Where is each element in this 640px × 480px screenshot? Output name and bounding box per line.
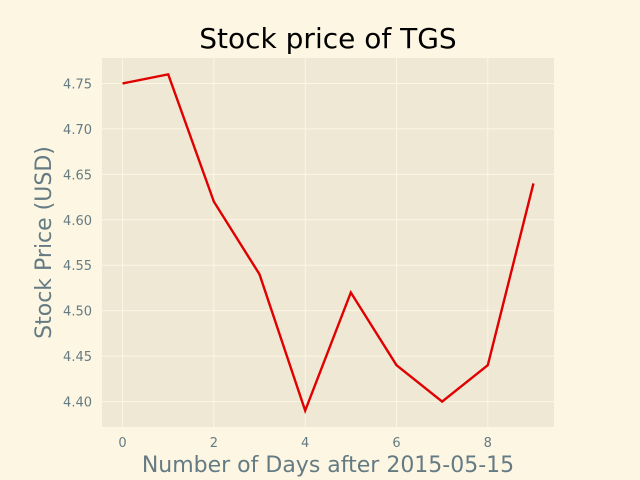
y-tick-label: 4.65 — [63, 168, 92, 183]
x-tick-label: 2 — [210, 436, 218, 451]
y-tick-label: 4.40 — [63, 396, 92, 411]
y-tick-label: 4.75 — [63, 77, 92, 92]
x-tick-label: 6 — [392, 436, 400, 451]
plot-area — [102, 58, 554, 427]
y-tick-label: 4.50 — [63, 305, 92, 320]
x-axis-label: Number of Days after 2015-05-15 — [142, 453, 514, 478]
y-tick-label: 4.70 — [63, 123, 92, 138]
grid — [102, 58, 554, 427]
chart-title: Stock price of TGS — [199, 22, 456, 55]
y-tick-label: 4.55 — [63, 259, 92, 274]
tick-labels: 0 2 4 6 8 4.40 4.45 4.50 4.55 4.60 4.65 4.70 4.75 — [63, 77, 492, 451]
series — [122, 72, 535, 415]
y-axis-label: Stock Price (USD) — [32, 146, 57, 339]
x-tick-label: 8 — [484, 436, 492, 451]
x-tick-label: 0 — [118, 436, 126, 451]
x-tick-label: 4 — [301, 436, 309, 451]
series-line — [122, 72, 535, 415]
y-tick-label: 4.60 — [63, 214, 92, 229]
y-tick-label: 4.45 — [63, 350, 92, 365]
